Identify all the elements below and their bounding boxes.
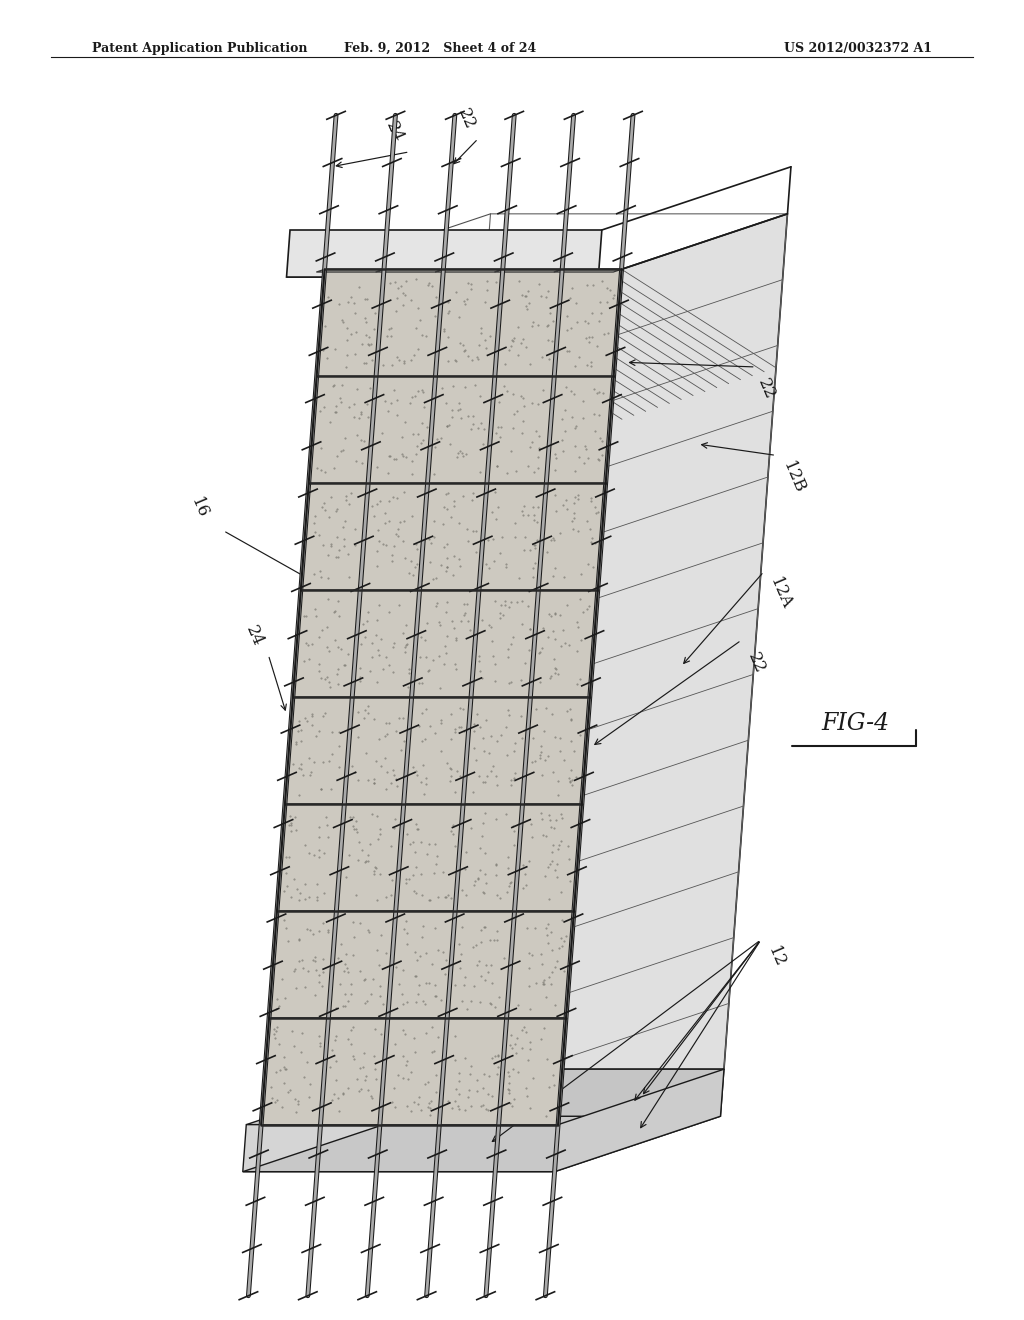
Polygon shape: [487, 376, 554, 483]
Text: 24: 24: [382, 119, 407, 145]
Polygon shape: [360, 483, 428, 590]
Polygon shape: [243, 1117, 721, 1172]
Polygon shape: [409, 1069, 724, 1117]
Polygon shape: [403, 697, 471, 804]
Text: Patent Application Publication: Patent Application Publication: [92, 42, 307, 55]
Polygon shape: [321, 1018, 388, 1125]
Polygon shape: [352, 590, 420, 697]
Polygon shape: [530, 590, 598, 697]
Polygon shape: [558, 214, 787, 1125]
Text: 16: 16: [187, 495, 212, 521]
Text: 22: 22: [754, 376, 778, 403]
Polygon shape: [522, 697, 590, 804]
Text: 12B: 12B: [779, 459, 808, 496]
Polygon shape: [376, 269, 443, 376]
Polygon shape: [547, 376, 613, 483]
Polygon shape: [243, 1125, 558, 1172]
Text: 24: 24: [242, 623, 266, 649]
Polygon shape: [495, 269, 562, 272]
Polygon shape: [455, 804, 522, 911]
Polygon shape: [435, 269, 503, 376]
Polygon shape: [499, 1018, 566, 1125]
Polygon shape: [376, 269, 443, 272]
Polygon shape: [507, 911, 573, 1018]
Polygon shape: [269, 911, 336, 1018]
Polygon shape: [336, 804, 403, 911]
Polygon shape: [344, 697, 412, 804]
Polygon shape: [287, 269, 622, 277]
Polygon shape: [287, 230, 602, 277]
Polygon shape: [412, 590, 479, 697]
Polygon shape: [316, 269, 384, 272]
Text: 12A: 12A: [766, 576, 795, 612]
Polygon shape: [539, 483, 605, 590]
Polygon shape: [388, 911, 455, 1018]
Text: FIG-4: FIG-4: [821, 711, 889, 735]
Polygon shape: [293, 590, 360, 697]
Polygon shape: [316, 269, 384, 376]
Text: Feb. 9, 2012   Sheet 4 of 24: Feb. 9, 2012 Sheet 4 of 24: [344, 42, 537, 55]
Polygon shape: [435, 269, 503, 272]
Polygon shape: [439, 1018, 507, 1125]
Polygon shape: [246, 1069, 724, 1125]
Polygon shape: [395, 804, 463, 911]
Polygon shape: [309, 376, 376, 483]
Polygon shape: [428, 376, 495, 483]
Polygon shape: [447, 911, 514, 1018]
Polygon shape: [369, 376, 435, 483]
Text: 12: 12: [764, 944, 788, 970]
Polygon shape: [554, 269, 622, 376]
Polygon shape: [471, 590, 539, 697]
Polygon shape: [261, 1018, 329, 1125]
Polygon shape: [420, 483, 487, 590]
Polygon shape: [301, 483, 369, 590]
Text: US 2012/0032372 A1: US 2012/0032372 A1: [783, 42, 932, 55]
Text: 22: 22: [454, 106, 478, 132]
Polygon shape: [380, 1018, 447, 1125]
Polygon shape: [276, 804, 344, 911]
Polygon shape: [479, 483, 547, 590]
Polygon shape: [495, 269, 562, 376]
Polygon shape: [285, 697, 352, 804]
Text: 22: 22: [743, 649, 768, 676]
Polygon shape: [554, 269, 622, 272]
Polygon shape: [329, 911, 395, 1018]
Polygon shape: [463, 697, 530, 804]
Polygon shape: [514, 804, 582, 911]
Polygon shape: [555, 1069, 724, 1172]
